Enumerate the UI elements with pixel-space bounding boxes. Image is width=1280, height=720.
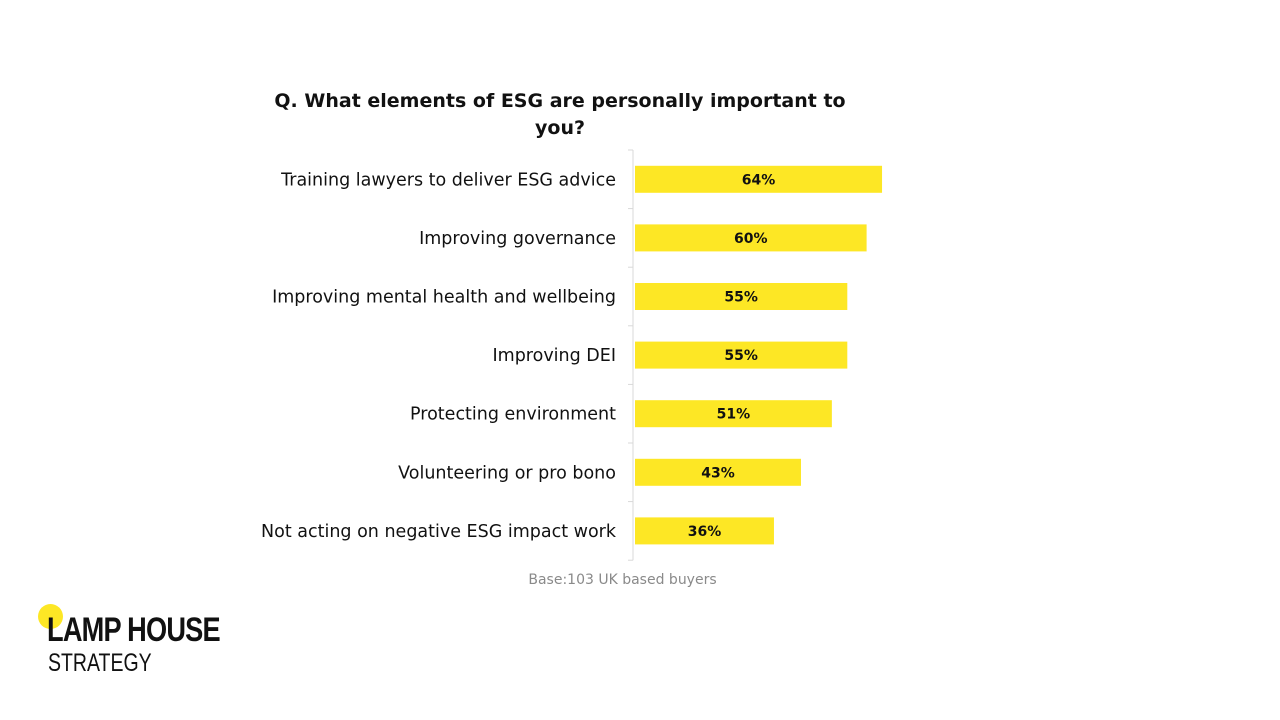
category-label: Volunteering or pro bono [398,463,616,483]
lamp-dot-icon [38,604,63,629]
category-label: Improving governance [419,229,616,249]
bar-layer [635,165,883,545]
bar [635,165,883,193]
data-label: 60% [734,231,768,247]
bar [635,400,832,428]
logo-wordmark: LAMP HOUSE [47,611,221,649]
data-label: 43% [701,465,735,481]
data-label: 55% [724,348,758,364]
axis-layer [628,149,634,561]
category-label: Protecting environment [410,405,616,425]
bar [635,224,867,252]
bar [635,458,801,486]
data-label: 36% [688,524,722,540]
data-label: 55% [724,290,758,306]
data-label: 64% [742,172,776,188]
data-label: 51% [717,407,751,423]
category-label: Training lawyers to deliver ESG advice [280,170,616,190]
logo-tagline: STRATEGY [48,649,152,677]
label-layer: 64% Training lawyers to deliver ESG advic… [261,170,775,542]
chart-title: Q. What elements of ESG are personally i… [274,90,846,139]
bar [635,517,774,545]
base-footnote: Base:103 UK based buyers [528,572,717,588]
category-label: Improving DEI [492,346,616,366]
bar [635,341,848,369]
lamp-house-logo: LAMP HOUSE STRATEGY [36,603,236,683]
bar [635,283,848,310]
category-label: Not acting on negative ESG impact work [261,522,617,542]
category-label: Improving mental health and wellbeing [272,288,616,308]
